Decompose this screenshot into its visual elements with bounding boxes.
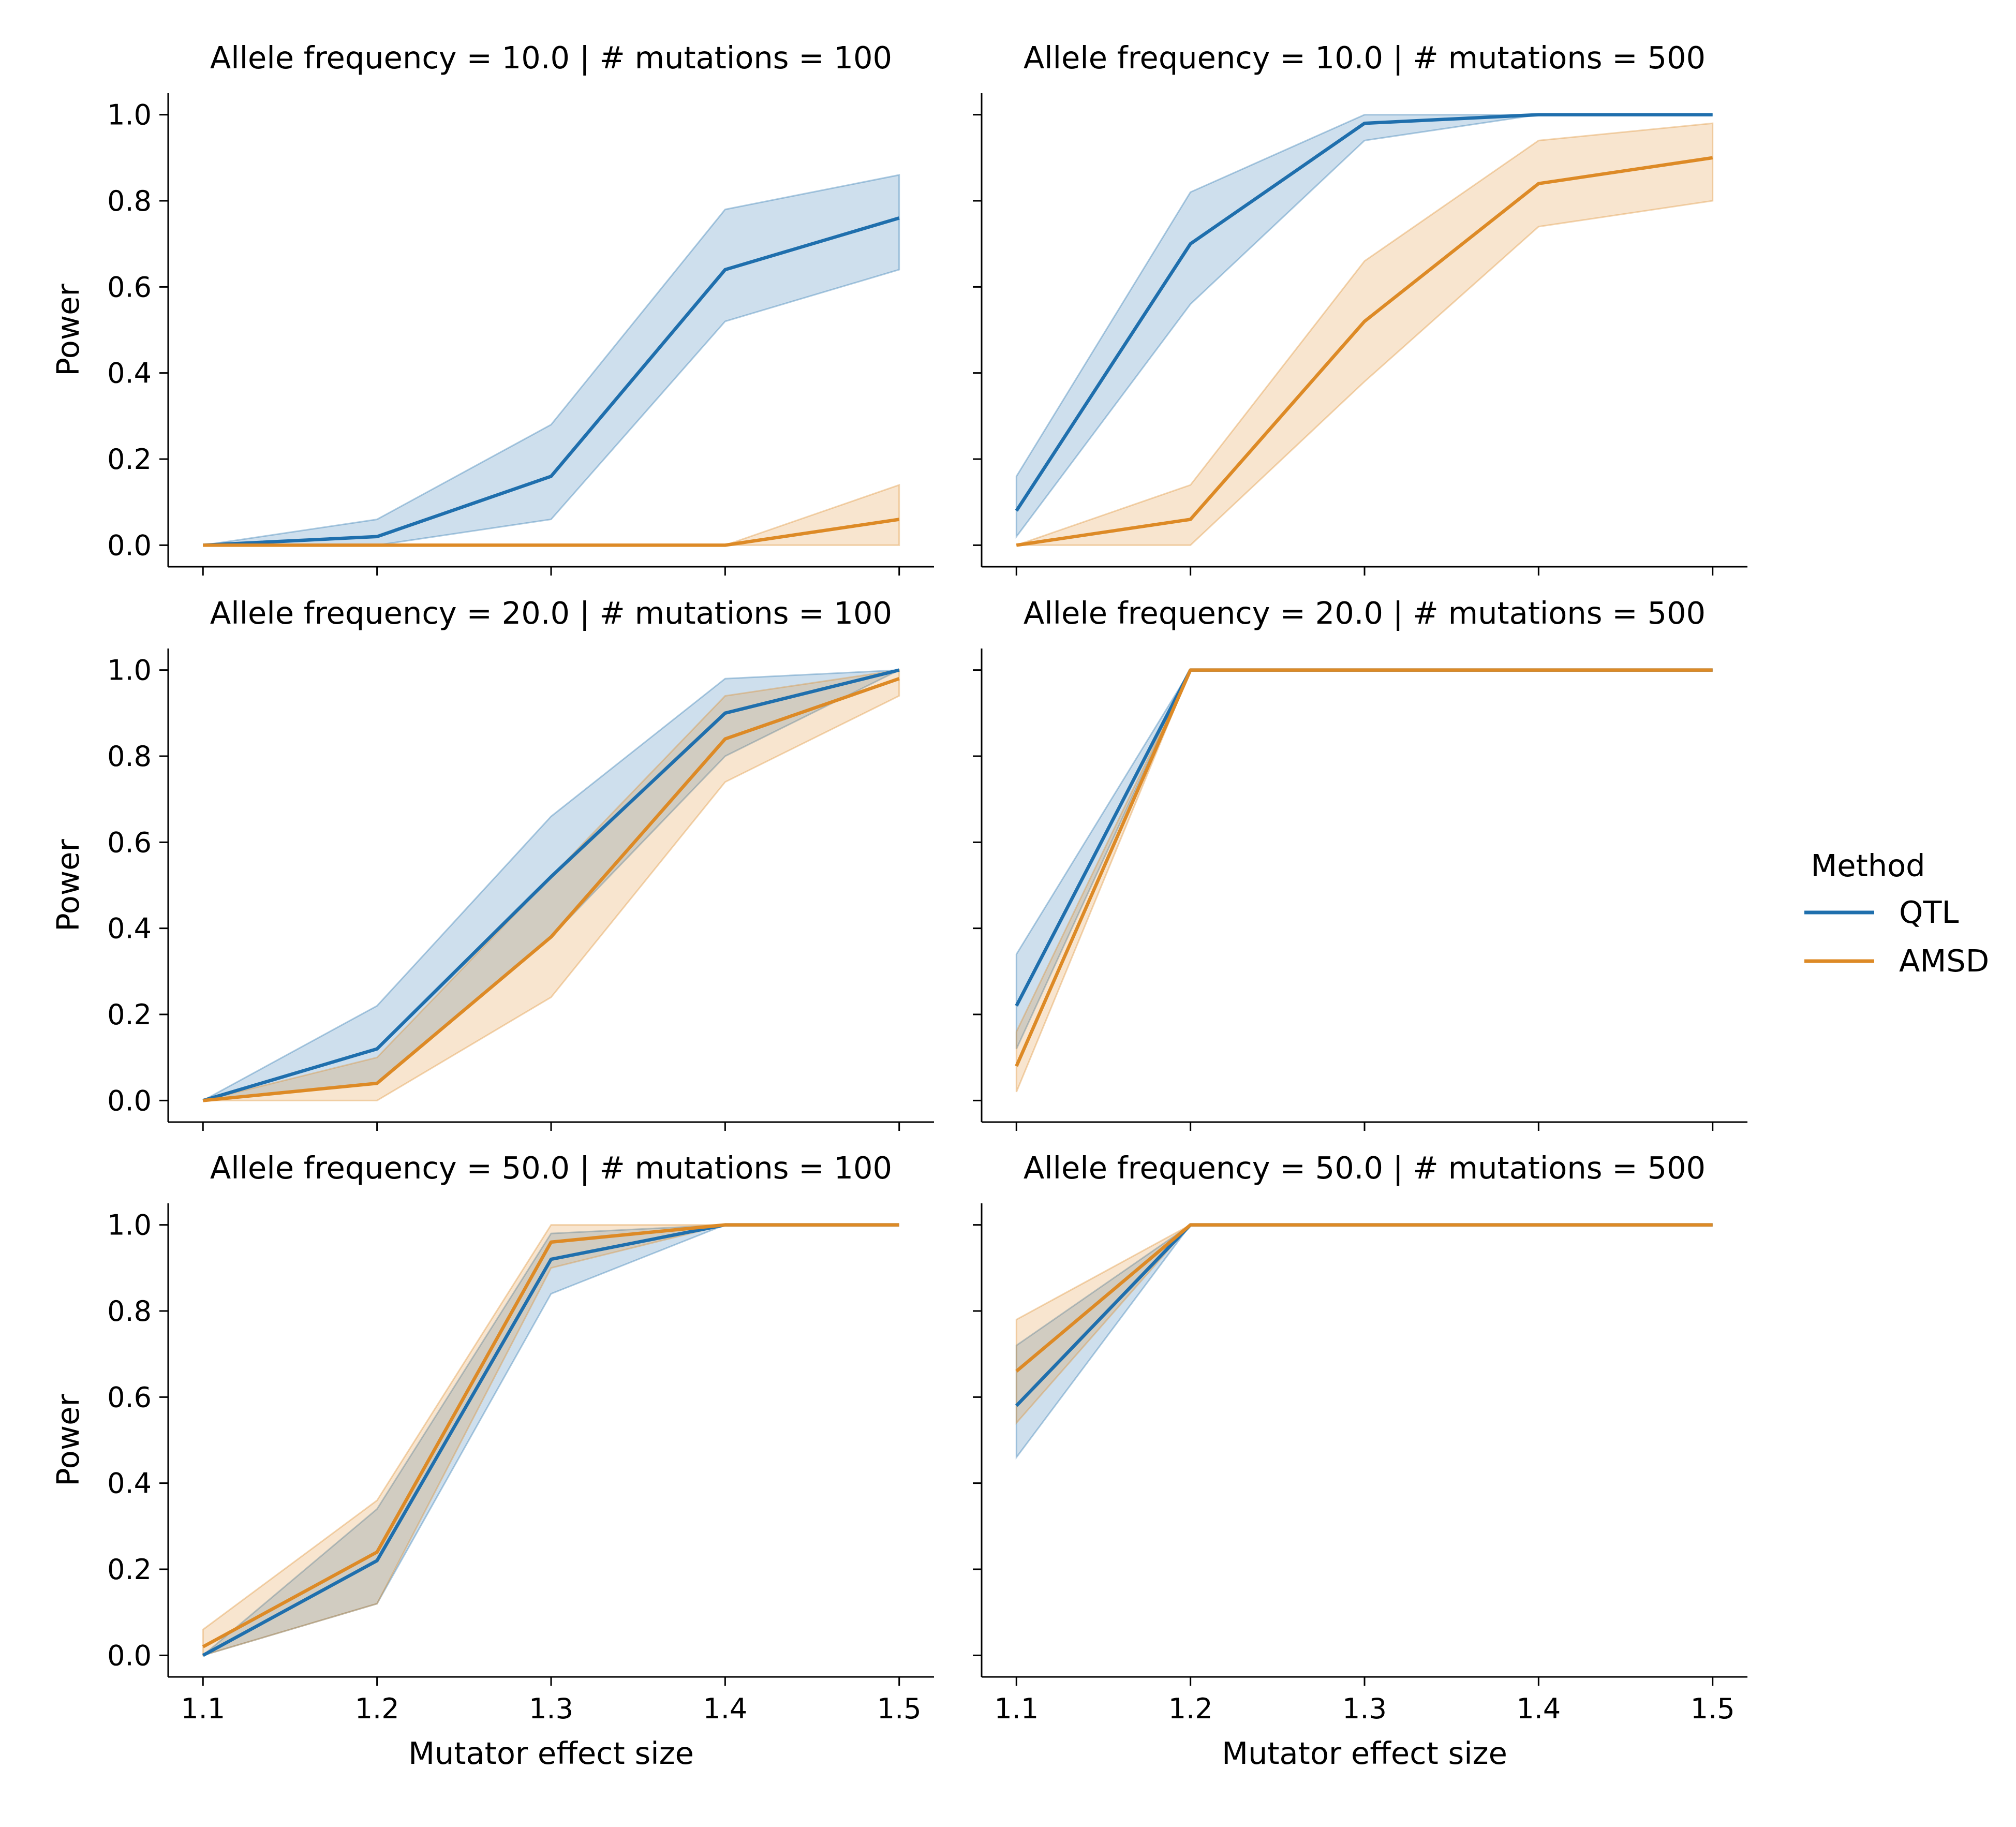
series-line-amsd (202, 677, 900, 1102)
y-tick-label: 1.0 (107, 1209, 152, 1242)
panel: Allele frequency = 20.0 | # mutations = … (973, 595, 1747, 1131)
y-tick-label: 0.0 (107, 529, 152, 562)
confidence-band-qtl (1015, 669, 1713, 1050)
panel-title: Allele frequency = 10.0 | # mutations = … (1024, 40, 1706, 76)
x-tick-label: 1.4 (1516, 1692, 1561, 1725)
panel: Allele frequency = 50.0 | # mutations = … (973, 1150, 1747, 1771)
series-line-amsd (203, 518, 900, 547)
series-line-amsd (1015, 668, 1713, 1067)
y-axis-label: Power (50, 839, 86, 932)
y-tick-label: 0.2 (107, 443, 152, 476)
panel-title: Allele frequency = 20.0 | # mutations = … (1024, 595, 1706, 631)
y-tick-label: 0.2 (107, 1553, 152, 1586)
y-tick-label: 0.4 (107, 1467, 152, 1500)
series-line-qtl (202, 668, 900, 1102)
y-tick-label: 0.0 (107, 1639, 152, 1672)
series-line-amsd (1016, 156, 1713, 547)
panel: Allele frequency = 50.0 | # mutations = … (50, 1150, 934, 1771)
confidence-band-qtl (203, 174, 900, 546)
x-tick-label: 1.3 (1342, 1692, 1387, 1725)
y-tick-label: 0.2 (107, 998, 152, 1031)
panel-title: Allele frequency = 10.0 | # mutations = … (210, 40, 892, 76)
x-tick-label: 1.5 (1691, 1692, 1735, 1725)
panel: Allele frequency = 10.0 | # mutations = … (973, 40, 1747, 576)
panel: Allele frequency = 10.0 | # mutations = … (50, 40, 934, 576)
y-tick-label: 0.8 (107, 740, 152, 773)
chart-panels: Allele frequency = 10.0 | # mutations = … (50, 40, 1747, 1771)
y-tick-label: 1.0 (107, 654, 152, 687)
x-tick-label: 1.2 (355, 1692, 399, 1725)
y-axis-label: Power (50, 1394, 86, 1486)
y-axis-label: Power (50, 284, 86, 376)
y-tick-label: 0.6 (107, 826, 152, 859)
x-tick-label: 1.1 (181, 1692, 225, 1725)
y-tick-label: 0.4 (107, 912, 152, 945)
x-tick-label: 1.5 (877, 1692, 922, 1725)
y-tick-label: 0.8 (107, 1295, 152, 1328)
confidence-band-amsd (1015, 669, 1713, 1093)
x-tick-label: 1.1 (994, 1692, 1039, 1725)
confidence-band-amsd (202, 669, 900, 1101)
confidence-band-qtl (202, 1224, 899, 1656)
series-line-qtl (1015, 113, 1713, 512)
x-tick-label: 1.4 (703, 1692, 747, 1725)
x-tick-label: 1.2 (1168, 1692, 1213, 1725)
confidence-band-amsd (1016, 122, 1714, 546)
y-tick-label: 0.4 (107, 357, 152, 390)
x-axis-label: Mutator effect size (1222, 1735, 1507, 1771)
panel: Allele frequency = 20.0 | # mutations = … (50, 595, 934, 1131)
series-line-amsd (1015, 1223, 1713, 1373)
y-tick-label: 0.6 (107, 271, 152, 303)
series-line-qtl (203, 216, 900, 547)
panel-title: Allele frequency = 50.0 | # mutations = … (1024, 1150, 1706, 1186)
legend-label-qtl: QTL (1899, 894, 1959, 930)
series-line-amsd (202, 1223, 899, 1648)
y-tick-label: 0.6 (107, 1381, 152, 1413)
confidence-band-qtl (1015, 1224, 1713, 1460)
panel-title: Allele frequency = 50.0 | # mutations = … (210, 1150, 892, 1186)
panel-title: Allele frequency = 20.0 | # mutations = … (210, 595, 892, 631)
legend: Method QTL AMSD (1804, 848, 1989, 979)
x-tick-label: 1.3 (529, 1692, 573, 1725)
confidence-band-amsd (1015, 1224, 1713, 1425)
y-tick-label: 1.0 (107, 99, 152, 131)
y-tick-label: 0.8 (107, 185, 152, 217)
legend-label-amsd: AMSD (1899, 943, 1989, 979)
legend-title: Method (1811, 848, 1925, 883)
y-tick-label: 0.0 (107, 1084, 152, 1117)
x-axis-label: Mutator effect size (408, 1735, 694, 1771)
